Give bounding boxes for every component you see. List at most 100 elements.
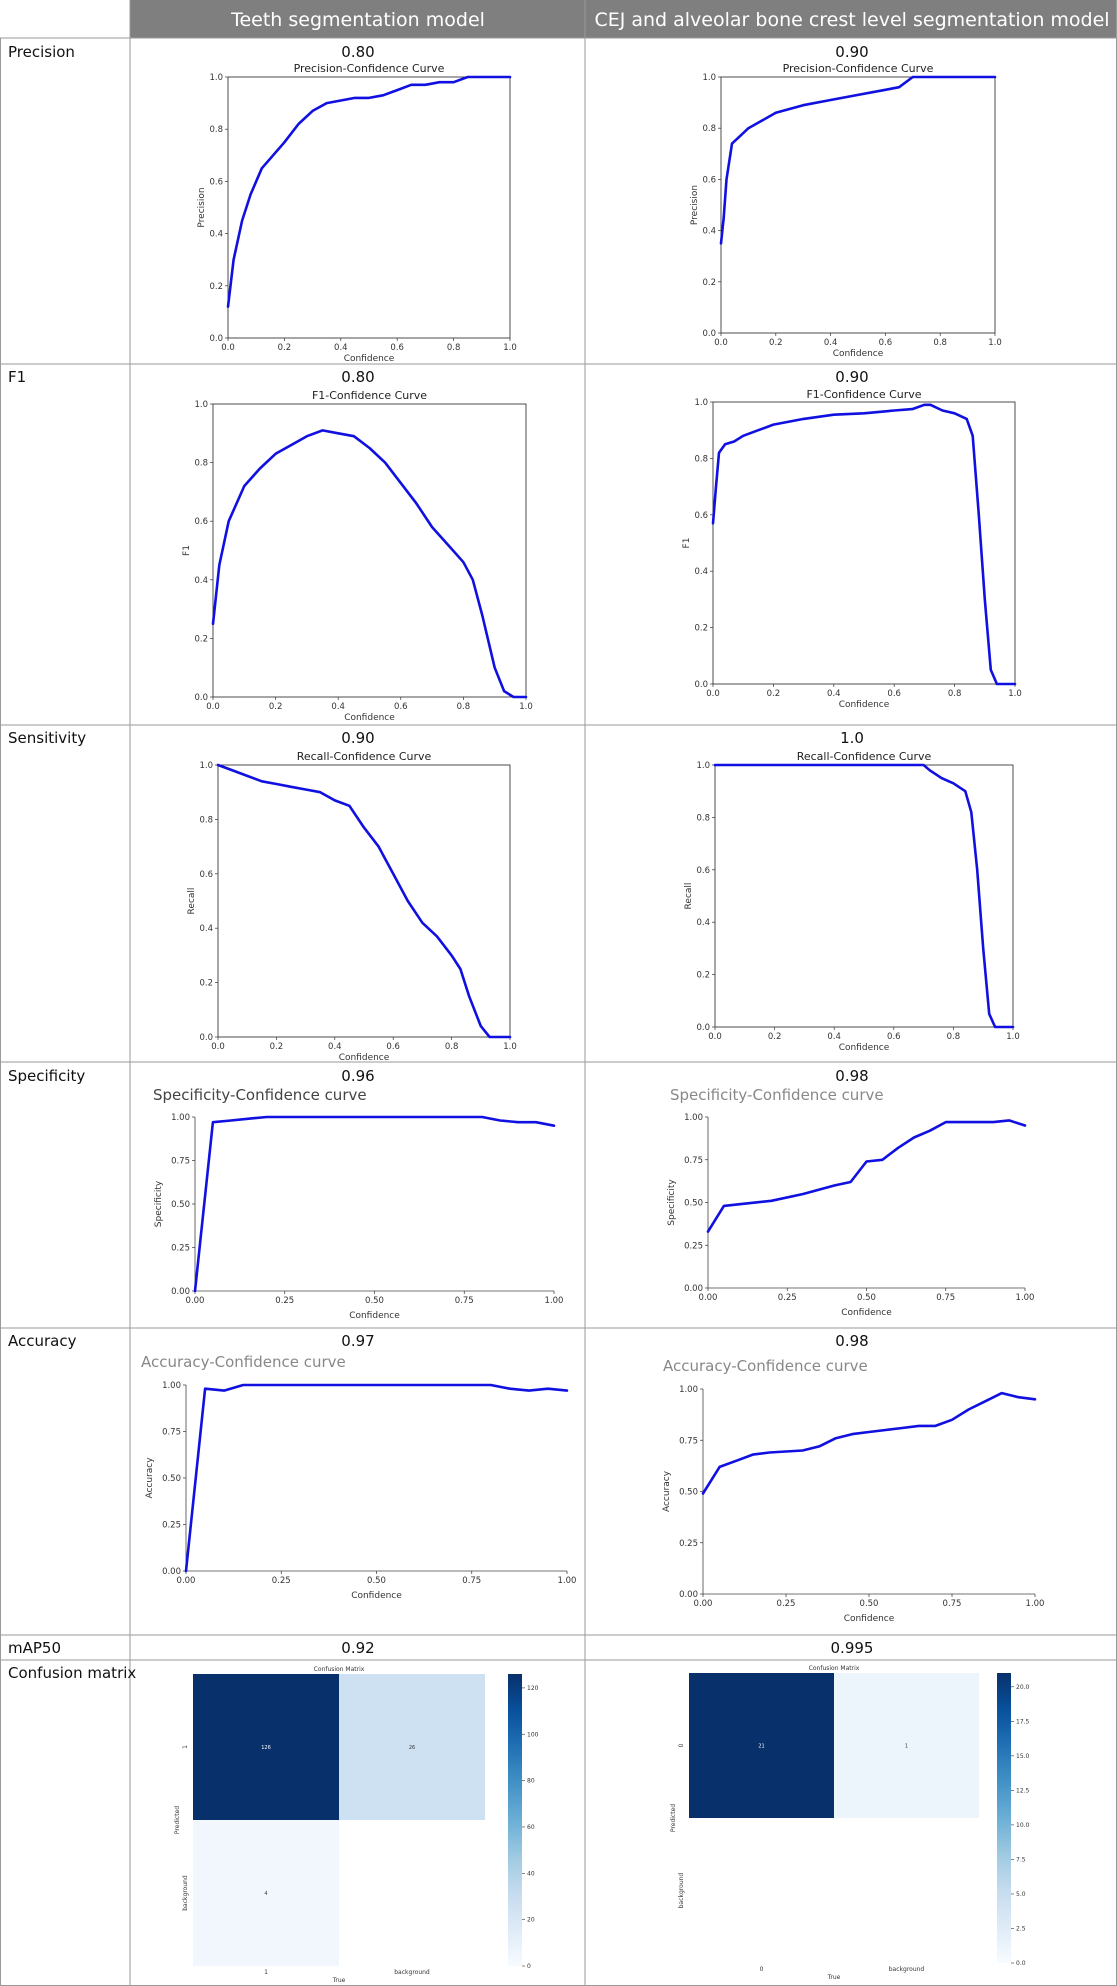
cej_f1-xtick-label: 0.8 [948, 689, 962, 699]
teeth_precision-xtick-label: 0.8 [447, 343, 461, 353]
teeth_precision-frame [227, 76, 511, 339]
teeth_recall-ytick-label: 1.0 [199, 761, 213, 771]
row-label-precision: Precision [8, 43, 75, 61]
cej_specificity-title: Specificity-Confidence curve [670, 1086, 884, 1104]
cej_confusion-cell-label: 1 [905, 1744, 908, 1750]
teeth_accuracy-xtick-label: 0.25 [272, 1576, 291, 1586]
cej_precision-ytick-label: 0.8 [702, 124, 716, 134]
cej_accuracy-xtick-label: 0.50 [860, 1599, 879, 1609]
cej_recall-chart: Recall-Confidence Curve 0.0 0.2 0.4 0.6 0.8 1.… [684, 750, 1020, 1053]
cej_specificity-ylabel: Specificity [667, 1179, 677, 1226]
row-label-confusion-matrix: Confusion matrix [8, 1664, 136, 1682]
teeth_recall-title: Recall-Confidence Curve [297, 750, 432, 763]
cej_recall-ytick-label: 1.0 [696, 761, 710, 771]
cej_confusion-ylabel: Predicted [670, 1804, 677, 1832]
cej_accuracy-title: Accuracy-Confidence curve [663, 1357, 868, 1375]
teeth_accuracy-ytick-label: 0.25 [162, 1521, 181, 1531]
teeth_precision-ytick-label: 0.0 [209, 334, 223, 344]
cej_f1-xlabel: Confidence [839, 700, 890, 710]
value-teeth-specificity: 0.96 [341, 1067, 374, 1085]
teeth_f1-ylabel: F1 [182, 545, 192, 556]
teeth_recall-chart: Recall-Confidence Curve 0.0 0.2 0.4 0.6 0.8 1.… [187, 750, 517, 1063]
teeth_confusion-cell-label: 126 [261, 1745, 271, 1751]
teeth_confusion-colorbar-label: 80 [527, 1778, 535, 1785]
cej_specificity-ytick-label: 0.00 [684, 1284, 703, 1294]
row-label-map50: mAP50 [8, 1639, 61, 1657]
value-teeth-precision: 0.80 [341, 43, 374, 61]
cej_specificity-series-line [706, 1119, 1027, 1233]
teeth_accuracy-xlabel: Confidence [351, 1591, 402, 1601]
teeth_precision-ylabel: Precision [197, 187, 207, 227]
value-cej-specificity: 0.98 [835, 1067, 868, 1085]
teeth_confusion-y-tick: background [182, 1875, 189, 1911]
row-label-f1: F1 [8, 368, 26, 386]
cej_precision-xtick-label: 0.0 [714, 338, 728, 348]
teeth_accuracy-xtick-label: 0.50 [367, 1576, 386, 1586]
cej_accuracy-ytick-label: 0.50 [679, 1488, 698, 1498]
teeth_f1-ytick-label: 0.4 [194, 576, 208, 586]
teeth_f1-xtick-label: 0.0 [206, 702, 220, 712]
cej_recall-xtick-label: 0.8 [947, 1032, 961, 1042]
teeth_confusion-cell [339, 1674, 485, 1820]
teeth_specificity-ytick-label: 0.00 [171, 1287, 190, 1297]
cej_confusion-xlabel: True [827, 1974, 841, 1981]
teeth_f1-xtick-label: 0.8 [457, 702, 471, 712]
teeth_f1-xlabel: Confidence [344, 713, 395, 723]
cej_confusion-colorbar-label: 0.0 [1016, 1960, 1026, 1967]
cej_confusion-y-tick: background [678, 1873, 685, 1909]
teeth_specificity-ytick-label: 0.50 [171, 1200, 190, 1210]
teeth_accuracy-ytick-label: 0.50 [162, 1474, 181, 1484]
cej_recall-ytick-label: 0.4 [696, 918, 710, 928]
teeth_recall-ylabel: Recall [187, 888, 197, 915]
cej_accuracy-xtick-label: 0.00 [694, 1599, 713, 1609]
teeth_precision-xlabel: Confidence [344, 354, 395, 364]
cej_recall-xtick-label: 0.0 [708, 1032, 722, 1042]
cej_specificity-chart: Specificity-Confidence curve 0.00 0.25 0.50… [667, 1086, 1034, 1318]
cej_precision-frame [720, 76, 996, 334]
cej_f1-xtick-label: 1.0 [1008, 689, 1022, 699]
teeth_accuracy-xtick-label: 0.75 [462, 1576, 481, 1586]
cej_confusion-x-tick: 0 [760, 1966, 764, 1973]
cej_specificity-ytick-label: 0.25 [684, 1241, 703, 1251]
cej_specificity-ytick-label: 0.75 [684, 1156, 703, 1166]
cej_precision-xtick-label: 0.6 [879, 338, 893, 348]
cej_confusion-colorbar-label: 7.5 [1016, 1856, 1026, 1863]
teeth_confusion-colorbar-label: 0 [527, 1963, 531, 1970]
cej_accuracy-chart: Accuracy-Confidence curve 0.00 0.25 0.50 0.7… [662, 1357, 1044, 1624]
teeth_accuracy-chart: Accuracy-Confidence curve 0.00 0.25 0.50 0.7… [141, 1353, 576, 1601]
cej_recall-series-line [713, 763, 1015, 1029]
teeth_precision-xtick-label: 1.0 [503, 343, 517, 353]
teeth_recall-ytick-label: 0.0 [199, 1033, 213, 1043]
teeth_f1-ytick-label: 0.8 [194, 459, 208, 469]
teeth_confusion-cell-label: 4 [264, 1891, 267, 1897]
teeth_precision-ytick-label: 0.2 [209, 282, 223, 292]
cej_accuracy-ytick-label: 0.25 [679, 1539, 698, 1549]
teeth_accuracy-title: Accuracy-Confidence curve [141, 1353, 346, 1371]
teeth_accuracy-xtick-label: 1.00 [558, 1576, 577, 1586]
teeth_f1-xtick-label: 1.0 [519, 702, 533, 712]
teeth_precision-xtick-label: 0.0 [221, 343, 235, 353]
cej_precision-ytick-label: 1.0 [702, 73, 716, 83]
cej_f1-ytick-label: 0.2 [694, 624, 708, 634]
teeth_accuracy-series-line [184, 1383, 569, 1573]
teeth_specificity-xtick-label: 0.25 [275, 1296, 294, 1306]
teeth_specificity-xtick-label: 1.00 [545, 1296, 564, 1306]
cej_specificity-ytick-label: 1.00 [684, 1113, 703, 1123]
cej_confusion-title: Confusion Matrix [809, 1665, 860, 1672]
teeth_specificity-ytick-label: 0.75 [171, 1157, 190, 1167]
teeth_precision-title: Precision-Confidence Curve [294, 62, 445, 75]
cej_confusion-colorbar-label: 15.0 [1016, 1753, 1030, 1760]
cej_recall-ytick-label: 0.0 [696, 1023, 710, 1033]
cej_confusion-cell [689, 1818, 834, 1963]
cej_accuracy-ytick-label: 0.00 [679, 1590, 698, 1600]
cej_recall-xtick-label: 0.4 [827, 1032, 841, 1042]
teeth_confusion-colorbar-label: 20 [527, 1917, 535, 1924]
teeth_recall-ytick-label: 0.4 [199, 924, 213, 934]
value-teeth-sensitivity: 0.90 [341, 729, 374, 747]
cej_f1-chart: F1-Confidence Curve 0.0 0.2 0.4 0.6 0.8 1.0 0.0… [682, 388, 1022, 710]
cej_precision-ytick-label: 0.4 [702, 227, 716, 237]
teeth_precision-xtick-label: 0.2 [278, 343, 292, 353]
charts-layer: Precision-Confidence Curve 0.0 0.2 0.4 0.6 0.… [141, 62, 1044, 1984]
teeth_accuracy-ytick-label: 0.75 [162, 1428, 181, 1438]
